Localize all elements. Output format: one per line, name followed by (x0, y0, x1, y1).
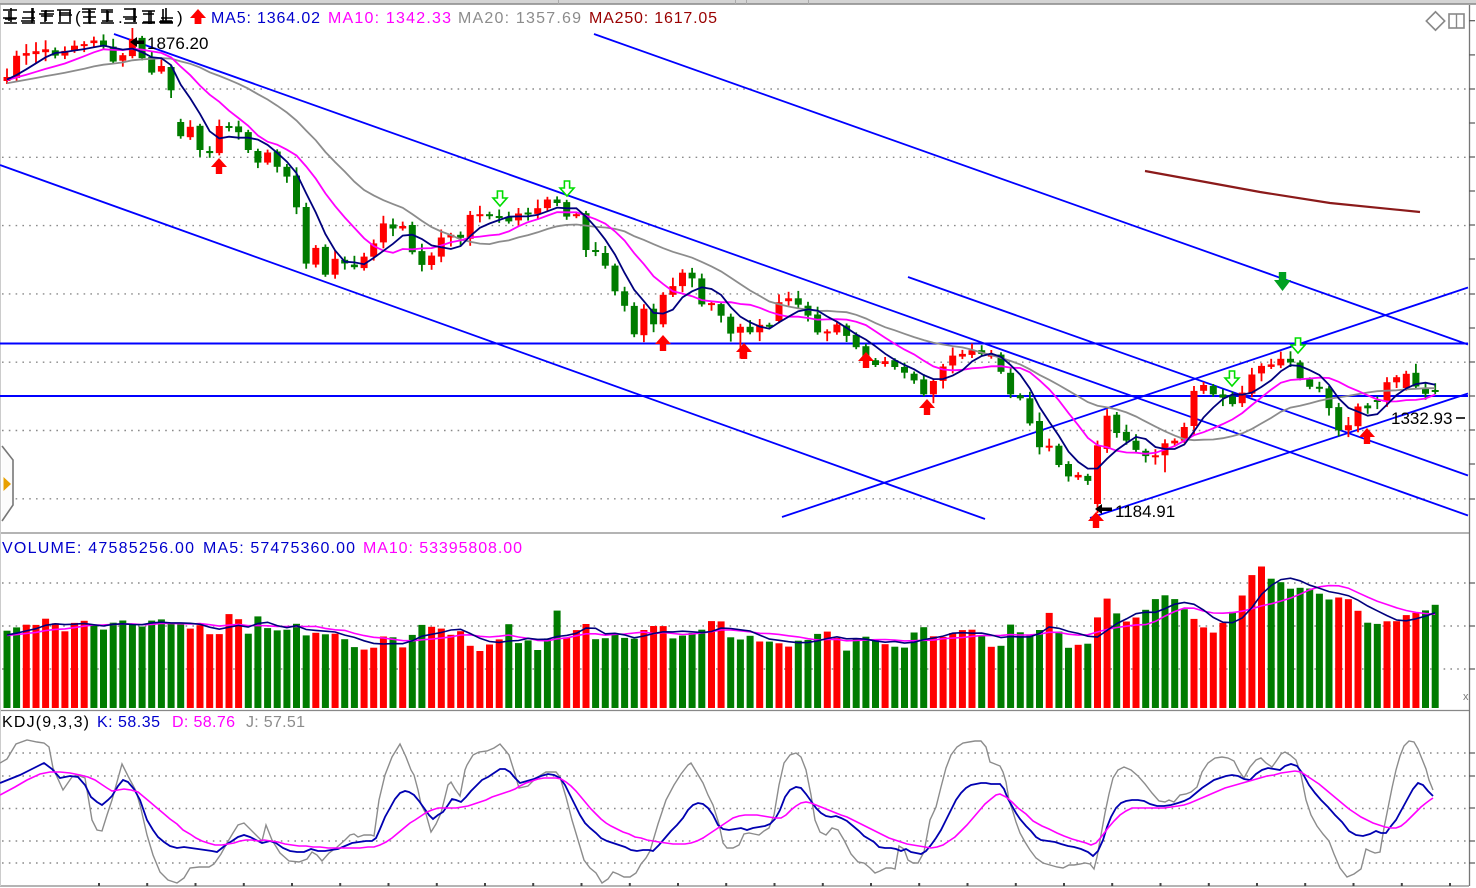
svg-text:VOLUME: 47585256.00: VOLUME: 47585256.00 (2, 540, 194, 557)
svg-text:K: 58.35: K: 58.35 (97, 714, 160, 731)
svg-text:1876.20: 1876.20 (147, 34, 208, 53)
svg-text:): ) (177, 8, 183, 27)
svg-text:MA10: 1342.33: MA10: 1342.33 (328, 10, 451, 27)
svg-text:1332.93: 1332.93 (1391, 409, 1452, 428)
svg-text:MA20: 1357.69: MA20: 1357.69 (458, 10, 581, 27)
svg-text:MA250: 1617.05: MA250: 1617.05 (589, 10, 717, 27)
svg-text:x: x (1463, 691, 1469, 703)
svg-text:MA10: 53395808.00: MA10: 53395808.00 (363, 540, 522, 557)
svg-text:(: ( (75, 8, 81, 27)
svg-text:MA5: 57475360.00: MA5: 57475360.00 (203, 540, 355, 557)
svg-text:D: 58.76: D: 58.76 (172, 714, 235, 731)
svg-text:KDJ(9,3,3): KDJ(9,3,3) (2, 714, 89, 731)
svg-text:MA5: 1364.02: MA5: 1364.02 (211, 10, 320, 27)
svg-text:1184.91: 1184.91 (1115, 502, 1175, 521)
svg-text:J: 57.51: J: 57.51 (246, 714, 305, 731)
svg-text:.: . (118, 8, 123, 27)
